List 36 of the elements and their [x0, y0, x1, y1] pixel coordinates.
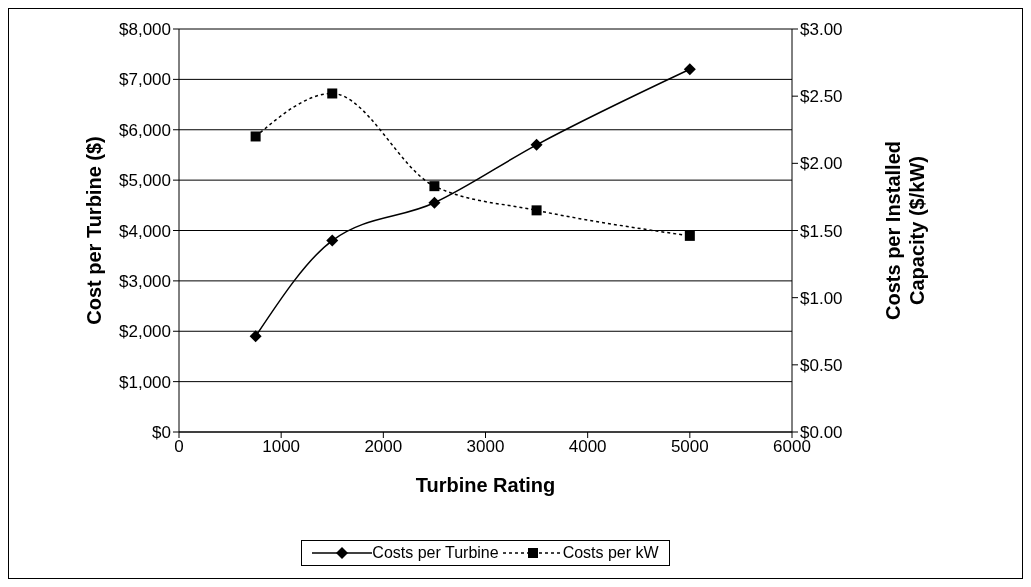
x-tick-label: 2000 [364, 437, 403, 457]
y2-tick-label: $1.00 [800, 288, 843, 308]
y2-tick-label: $3.00 [800, 20, 843, 40]
y2-tick-label: $0.50 [800, 355, 843, 375]
y2-axis-title: Costs per Installed Capacity ($/kW) [882, 141, 928, 320]
y-tick-label: $2,000 [119, 322, 171, 342]
y-tick-label: $6,000 [119, 120, 171, 140]
point [428, 196, 441, 209]
x-tick-label: 3000 [466, 437, 505, 457]
point [530, 138, 543, 151]
legend-label: Costs per kW [562, 544, 659, 562]
y-tick-label: $1,000 [119, 372, 171, 392]
legend-label: Costs per Turbine [372, 544, 499, 562]
y-tick-label: $5,000 [119, 171, 171, 191]
y-tick-label: $0 [152, 423, 171, 443]
point [249, 330, 262, 343]
y-axis-title: Cost per Turbine ($) [83, 136, 106, 325]
point [683, 63, 696, 76]
y2-tick-label: $1.50 [800, 221, 843, 241]
y-tick-label: $4,000 [119, 221, 171, 241]
x-tick-label: 0 [174, 437, 184, 457]
y2-tick-label: $2.50 [800, 87, 843, 107]
y-tick-label: $8,000 [119, 20, 171, 40]
y-tick-label: $7,000 [119, 70, 171, 90]
y-tick-label: $3,000 [119, 271, 171, 291]
y2-tick-label: $2.00 [800, 154, 843, 174]
point [326, 234, 339, 247]
point [250, 131, 261, 142]
x-tick-label: 1000 [262, 437, 301, 457]
point [684, 230, 695, 241]
x-tick-label: 5000 [670, 437, 709, 457]
x-axis-title: Turbine Rating [415, 474, 556, 496]
point [429, 181, 440, 192]
point [531, 205, 542, 216]
x-tick-label: 4000 [568, 437, 607, 457]
point [327, 88, 338, 99]
